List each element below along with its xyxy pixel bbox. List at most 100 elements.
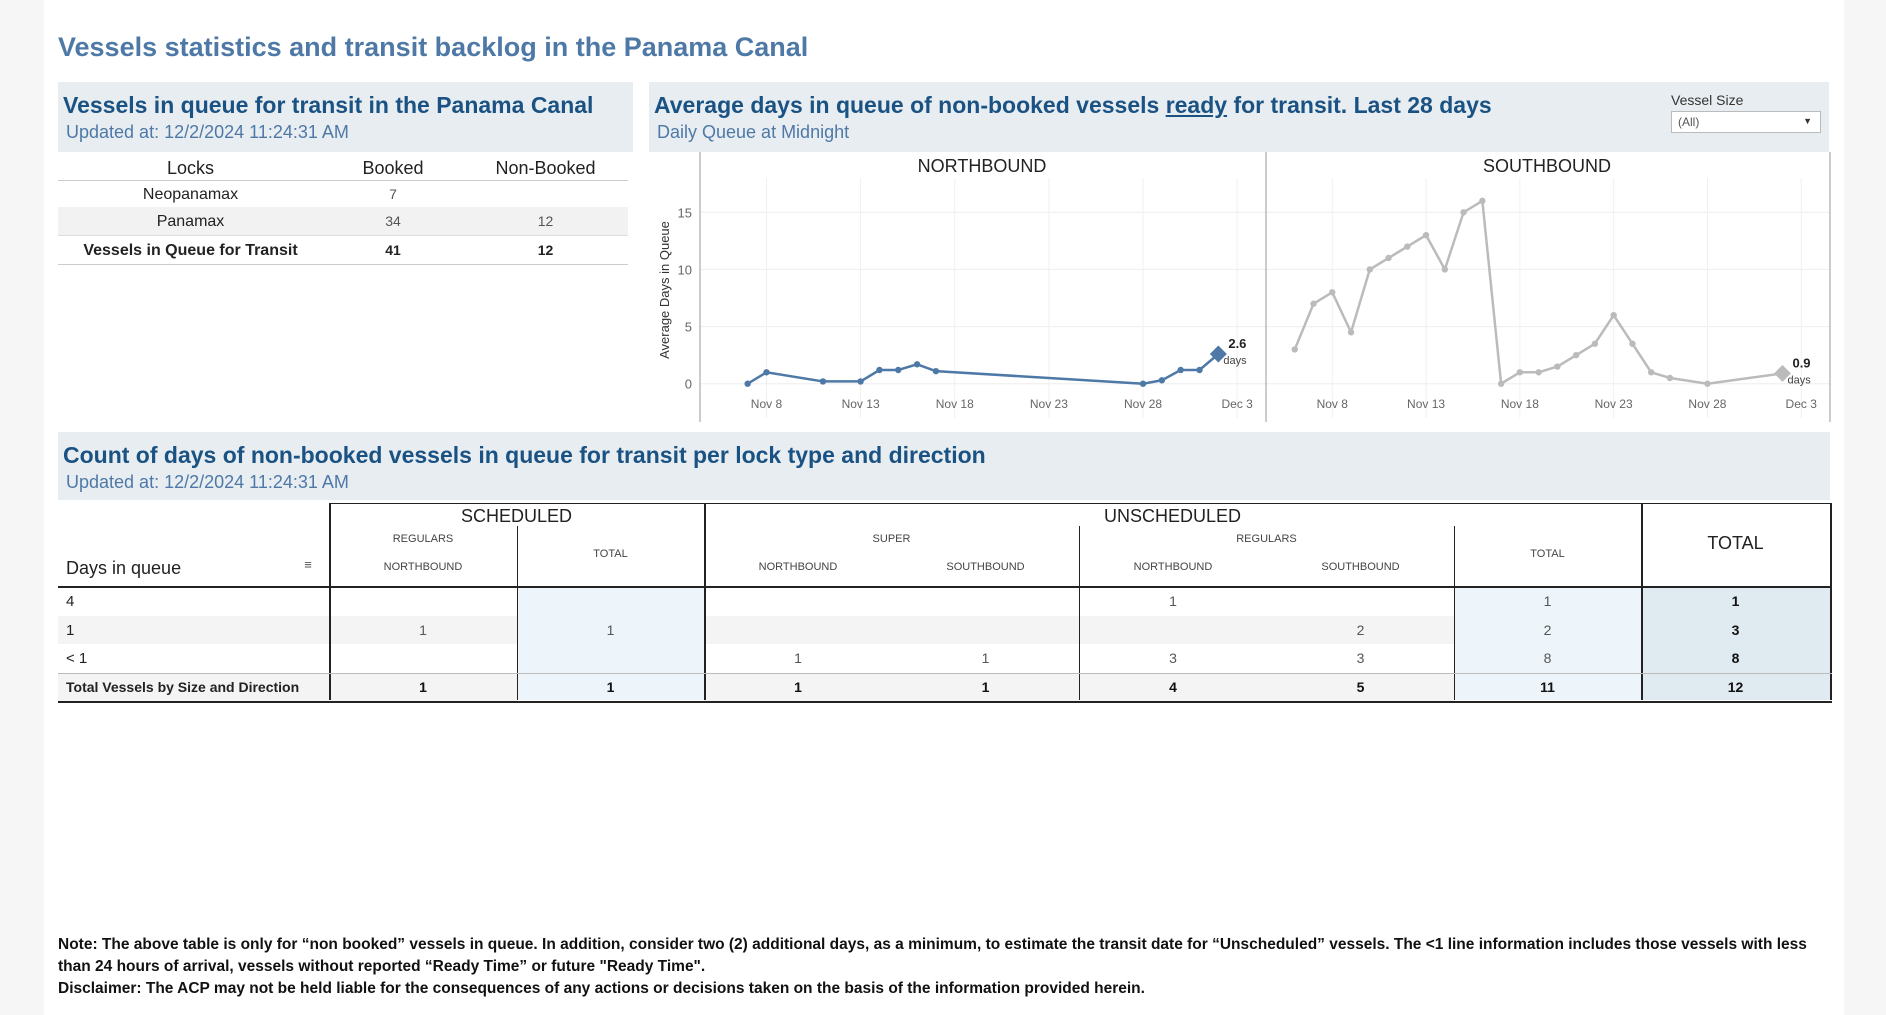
header-super: SUPER [872,533,911,545]
end-unit-label: days [1223,355,1247,367]
data-point [1441,266,1449,273]
y-tick-label: 10 [678,262,692,277]
chart-panel-title: Average days in queue of non-booked vess… [654,92,1492,119]
data-point [1572,351,1580,359]
days-panel-header: Count of days of non-booked vessels in q… [58,432,1830,500]
table-cell: 1 [981,650,990,666]
data-point [1666,374,1674,382]
series-line-northbound [747,353,1220,385]
table-cell: 1 [1731,593,1740,609]
data-point [1329,289,1336,296]
table-cell: 1 [794,650,802,666]
data-point [744,380,751,387]
disclaimer-text: Disclaimer: The ACP may not be held liab… [58,980,1145,997]
table-cell: 8 [1731,650,1740,666]
row-label: 1 [66,621,75,639]
data-point [1704,380,1711,387]
header-direction: NORTHBOUND [383,561,463,573]
v-rule [329,503,331,700]
x-tick-label: Nov 8 [751,397,783,411]
table-cell: 1 [1169,593,1177,609]
data-point [876,366,883,374]
x-tick-label: Nov 13 [1407,397,1445,411]
days-panel-updated: Updated at: 12/2/2024 11:24:31 AM [66,472,349,492]
header-direction: NORTHBOUND [1133,561,1213,573]
chart-title-part: Average days in queue of non-booked vess… [654,92,1166,118]
lock-name: Panamax [156,213,225,230]
x-tick-label: Dec 3 [1786,397,1818,411]
h-rule [58,672,1832,674]
data-point [1479,197,1486,205]
queue-panel-updated: Updated at: 12/2/2024 11:24:31 AM [66,122,349,142]
table-cell: 1 [794,678,802,695]
header-direction: SOUTHBOUND [946,561,1025,573]
header-regulars: REGULARS [392,533,454,545]
booked-value: 7 [389,186,397,202]
queue-panel-header: Vessels in queue for transit in the Pana… [58,82,633,152]
lock-name: Vessels in Queue for Transit [83,242,298,259]
table-cell: 5 [1356,678,1365,695]
y-axis-label: Average Days in Queue [657,221,672,359]
v-rule [1454,526,1455,700]
data-point [1366,266,1373,273]
row-label: < 1 [66,650,88,667]
table-cell: 1 [606,621,615,638]
data-point [1460,209,1467,216]
data-point [1158,377,1166,384]
queue-days-chart: Average Days in Queue 0 5 10 15 NORTHBOUND Nov… [657,152,1831,422]
data-point [1629,340,1636,347]
data-point [1591,340,1599,347]
header-total: TOTAL [1707,533,1764,553]
table-cell: 3 [1356,650,1365,666]
table-cell: 2 [1543,621,1552,638]
series-line-southbound [1293,198,1783,386]
locks-row-panamax: Panamax 34 12 [58,207,628,236]
col-booked: Booked [362,158,424,178]
non-booked-value: 12 [537,242,554,258]
data-point [1422,231,1430,239]
row-label: Total Vessels by Size and Direction [66,678,300,695]
table-cell: 2 [1356,621,1365,638]
x-tick-label: Nov 28 [1688,397,1726,411]
data-point [1516,369,1524,376]
booked-value: 34 [385,213,401,229]
h-rule [58,586,1832,588]
data-point [1291,346,1298,353]
days-panel-title: Count of days of non-booked vessels in q… [63,442,986,468]
chart-panel-header: Average days in queue of non-booked vess… [649,82,1829,152]
y-tick-label: 0 [685,377,692,392]
table-cell: 12 [1727,678,1744,695]
header-unscheduled: UNSCHEDULED [1103,506,1242,526]
footer-notes: Note: The above table is only for “non b… [58,934,1838,1000]
x-tick-label: Nov 18 [936,397,974,411]
row-stripe [58,672,517,701]
data-point [1196,366,1203,374]
y-tick-label: 5 [685,320,692,335]
data-point [1347,329,1355,336]
row-stripe [58,615,517,644]
end-value-label: 0.9 [1792,355,1810,370]
vessel-size-value: (All) [1678,115,1700,129]
data-point [1497,380,1505,387]
y-tick-label: 15 [678,205,692,220]
chart-panel-subtitle: Daily Queue at Midnight [657,122,850,142]
v-rule [1079,526,1080,700]
v-rule [1830,503,1832,700]
col-non-booked: Non-Booked [495,158,596,178]
panel-label-southbound: SOUTHBOUND [1483,156,1611,176]
table-cell: 3 [1731,621,1740,638]
data-point [763,369,770,376]
locks-table-header: Locks Booked Non-Booked [58,152,628,181]
row-header-label: Days in queue [66,558,182,578]
chart-title-ready: ready [1165,92,1228,118]
h-rule [58,701,1832,703]
v-rule [704,503,706,700]
vessel-size-dropdown[interactable]: (All) ▼ [1671,111,1821,133]
grand-total-bg [1641,586,1830,700]
table-cell: 1 [419,621,427,638]
x-tick-label: Nov 13 [842,397,880,411]
header-sched-total: TOTAL [593,548,628,560]
panel-label-northbound: NORTHBOUND [918,156,1047,176]
vessel-size-label: Vessel Size [1671,92,1744,108]
x-tick-label: Dec 3 [1221,397,1253,411]
